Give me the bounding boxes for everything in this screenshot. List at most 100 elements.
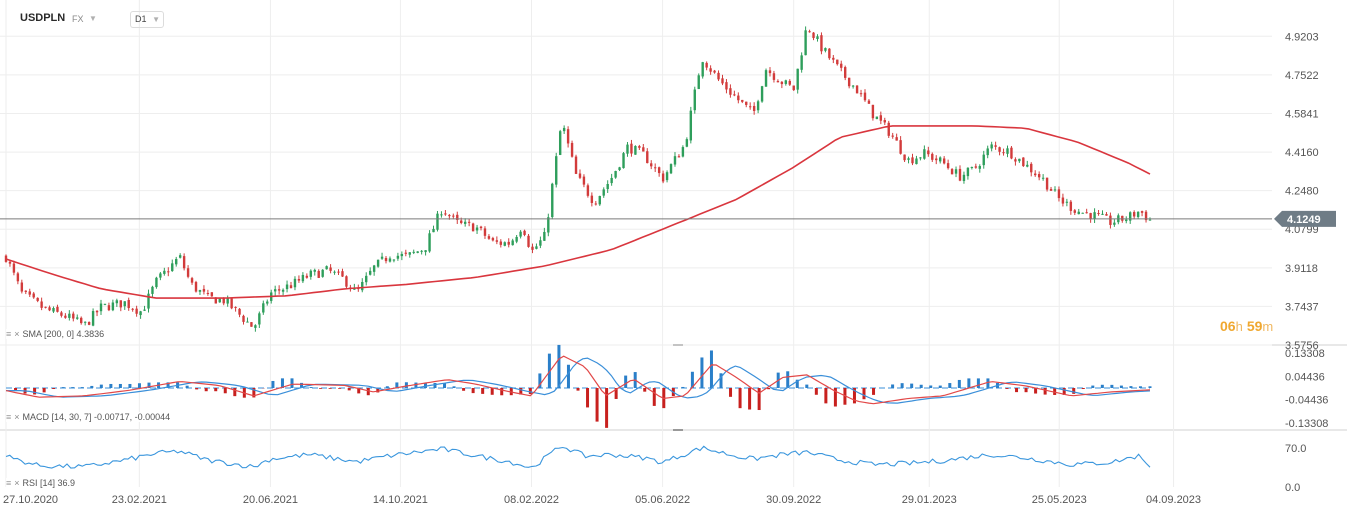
candle-body [963,175,965,181]
candle-body [733,94,735,95]
candle-body [191,278,193,283]
macd-histogram-bar [557,345,560,388]
x-tick-label: 20.06.2021 [243,494,298,506]
macd-histogram-bar [329,388,332,389]
candle-body [1050,189,1052,191]
candle [733,91,735,97]
candle [274,286,276,296]
macd-histogram-bar [967,378,970,388]
candle [155,277,157,289]
candle-body [765,70,767,87]
candle [844,66,846,81]
candle-body [262,303,264,312]
macd-histogram-bar [1082,388,1085,389]
candle-body [175,259,177,264]
candle-body [246,322,248,323]
macd-indicator-label[interactable]: ≡×MACD [14, 30, 7] -0.00717, -0.00044 [6,412,170,422]
candle [508,238,510,247]
candle [856,85,858,93]
candle-body [527,236,529,247]
macd-histogram-bar [1139,386,1142,388]
candle-body [701,62,703,76]
candle-body [361,282,363,290]
close-icon[interactable]: × [14,329,19,339]
candle-body [943,158,945,163]
candle-body [100,304,102,312]
candle-body [333,272,335,273]
candle [690,107,692,144]
candle [337,269,339,275]
candle [998,147,1000,156]
candle-body [583,177,585,185]
candle-body [1149,220,1151,221]
macd-histogram-bar [348,388,351,390]
candle [515,235,517,243]
menu-icon[interactable]: ≡ [6,478,11,488]
menu-icon[interactable]: ≡ [6,329,11,339]
candle [159,272,161,280]
candle-body [511,240,513,245]
macd-histogram-bar [71,387,74,388]
candle [1018,159,1020,163]
menu-icon[interactable]: ≡ [6,412,11,422]
candle [1105,212,1107,216]
rsi-indicator-label[interactable]: ≡×RSI [14] 36.9 [6,478,75,488]
candle-body [171,263,173,271]
candle-body [777,81,779,82]
candle [393,259,395,262]
macd-histogram-bar [1110,385,1113,388]
candle [1026,161,1028,167]
candle [816,34,818,41]
candle [614,171,616,179]
close-icon[interactable]: × [14,478,19,488]
candle-body [856,86,858,94]
candle [290,282,292,289]
candle [238,308,240,317]
candle-body [638,146,640,148]
chevron-down-icon[interactable]: ▼ [152,15,160,24]
macd-histogram-bar [81,387,84,388]
rsi-line [6,446,1150,468]
candle-body [547,217,549,232]
candle [88,321,90,325]
timeframe-select[interactable]: D1 ▼ [130,11,164,28]
candle [563,125,565,134]
candle-body [223,298,225,303]
candle [990,142,992,152]
sma-indicator-label[interactable]: ≡× SMA [200, 0] 4.3836 [6,329,104,339]
candle-body [820,35,822,51]
macd-histogram-bar [52,388,55,389]
candle-body [931,154,933,160]
candle-body [1085,212,1087,213]
macd-histogram-bar [310,387,313,388]
candle [171,260,173,272]
candle [527,234,529,248]
candle [476,225,478,234]
candle-body [389,258,391,261]
candle [496,236,498,244]
asset-caret-icon[interactable]: ▼ [89,14,97,23]
sma-indicator-text: SMA [200, 0] 4.3836 [23,329,105,339]
close-icon[interactable]: × [14,412,19,422]
candle [812,32,814,40]
candle [104,304,106,305]
candle-body [337,272,339,273]
candle [907,157,909,164]
candle-body [321,270,323,277]
candle-body [76,317,78,318]
symbol-label[interactable]: USDPLN [20,12,65,24]
candle [1022,157,1024,167]
macd-histogram-bar [920,385,923,388]
candle-body [199,290,201,292]
candle-body [911,157,913,163]
candle-body [88,322,90,325]
candle-body [682,147,684,156]
candle [1010,146,1012,159]
candle-body [329,267,331,270]
candle [314,269,316,276]
candle [1014,157,1016,165]
candle [246,317,248,322]
macd-histogram-bar [453,386,456,388]
